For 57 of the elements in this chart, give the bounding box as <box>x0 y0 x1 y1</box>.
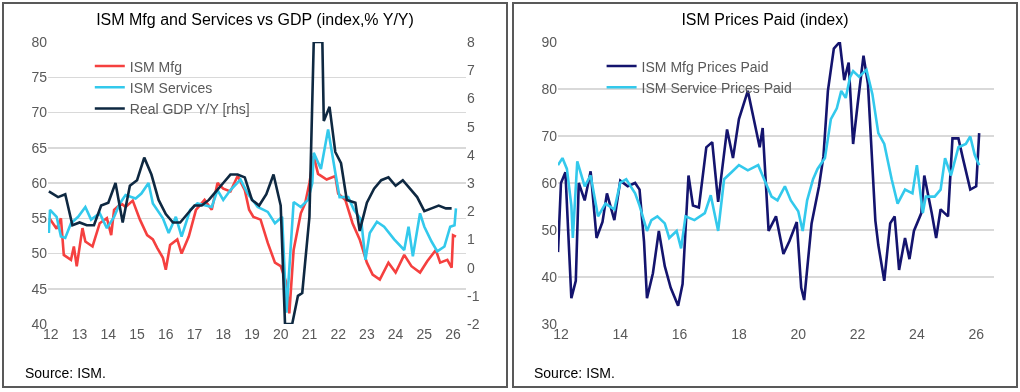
x-tick-label: 18 <box>731 326 747 342</box>
chart-title: ISM Mfg and Services vs GDP (index,% Y/Y) <box>96 10 414 28</box>
x-tick-label: 26 <box>445 326 462 342</box>
x-tick-label: 15 <box>129 326 146 342</box>
legend-label: ISM Mfg Prices Paid <box>641 58 769 75</box>
x-tick-label: 16 <box>158 326 174 342</box>
y-tick-label: 55 <box>31 210 48 227</box>
y2-tick-label: 6 <box>467 90 475 107</box>
legend-label: ISM Service Prices Paid <box>641 79 792 96</box>
x-tick-label: 14 <box>612 326 629 342</box>
x-tick-label: 21 <box>301 326 318 342</box>
x-tick-label: 20 <box>272 326 289 342</box>
y2-tick-label: 7 <box>467 62 475 79</box>
y2-tick-label: -1 <box>467 287 480 304</box>
y2-tick-label: 3 <box>467 174 475 191</box>
y-tick-label: 60 <box>31 174 48 191</box>
x-tick-label: 22 <box>849 326 866 342</box>
y2-tick-label: 5 <box>467 118 475 135</box>
y-tick-label: 80 <box>541 80 558 97</box>
x-tick-label: 16 <box>671 326 688 342</box>
x-tick-label: 25 <box>416 326 433 342</box>
y-tick-label: 50 <box>541 221 558 238</box>
x-tick-label: 18 <box>215 326 232 342</box>
line-series <box>558 42 981 307</box>
x-tick-label: 14 <box>100 326 117 342</box>
source-note: Source: ISM. <box>534 365 615 381</box>
y2-tick-label: -2 <box>467 315 480 332</box>
x-tick-label: 26 <box>968 326 985 342</box>
y2-tick-label: 4 <box>467 146 475 163</box>
y-tick-label: 60 <box>541 174 558 191</box>
line-series <box>48 42 453 324</box>
y-tick-label: 90 <box>541 33 558 50</box>
y-tick-label: 40 <box>541 268 558 285</box>
legend-label: ISM Mfg <box>129 58 182 75</box>
x-tick-label: 24 <box>909 326 925 342</box>
y-tick-label: 75 <box>31 69 48 86</box>
x-tick-label: 19 <box>244 326 260 342</box>
legend-label: ISM Services <box>129 79 213 96</box>
x-tick-label: 24 <box>387 326 404 342</box>
y2-tick-label: 0 <box>467 259 475 276</box>
x-tick-label: 22 <box>330 326 347 342</box>
y2-tick-label: 2 <box>467 203 475 220</box>
y-tick-label: 70 <box>31 104 48 121</box>
chart-title: ISM Prices Paid (index) <box>681 10 849 28</box>
y-tick-label: 65 <box>31 139 48 156</box>
y-tick-label: 70 <box>541 127 558 144</box>
x-tick-label: 13 <box>71 326 88 342</box>
y2-tick-label: 8 <box>467 33 475 50</box>
y-tick-label: 50 <box>31 245 48 262</box>
y-tick-label: 80 <box>31 33 48 50</box>
x-tick-label: 17 <box>186 326 203 342</box>
y-tick-label: 45 <box>31 280 48 297</box>
legend-label: Real GDP Y/Y [rhs] <box>129 100 250 117</box>
x-tick-label: 20 <box>790 326 807 342</box>
x-tick-label: 23 <box>359 326 375 342</box>
y2-tick-label: 1 <box>467 231 475 248</box>
source-note: Source: ISM. <box>25 365 106 381</box>
